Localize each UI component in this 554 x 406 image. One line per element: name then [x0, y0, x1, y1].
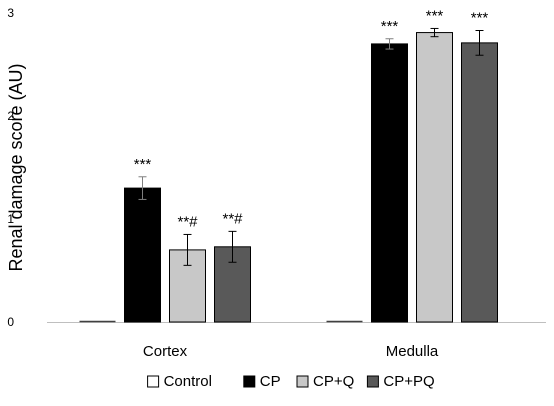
legend-swatch	[366, 375, 379, 388]
y-tick-label: 2	[7, 109, 14, 123]
bar-cp-cortex	[124, 187, 161, 323]
legend-label: Control	[164, 373, 212, 390]
legend-label: CP+Q	[313, 373, 354, 390]
legend-item-cp: CP	[243, 373, 281, 390]
y-tick-label: 1	[7, 212, 14, 226]
legend-item-cp-pq: CP+PQ	[366, 373, 435, 390]
legend-swatch	[296, 375, 309, 388]
significance-label: ***	[426, 7, 444, 24]
significance-label: ***	[471, 10, 489, 27]
significance-label: ***	[134, 156, 152, 173]
legend-swatch	[243, 375, 256, 388]
legend-swatch	[147, 375, 160, 388]
labels: 0 1 2 3 Renal damage score (AU) Cortex Medulla	[6, 6, 439, 360]
y-axis-title: Renal damage score (AU)	[6, 63, 26, 271]
bar-cp-medulla	[371, 43, 408, 323]
category-label-medulla: Medulla	[386, 343, 439, 360]
legend-item-cp-q: CP+Q	[296, 373, 354, 390]
legend-label: CP+PQ	[383, 373, 434, 390]
legend: Control CP CP+Q CP+PQ	[147, 373, 435, 390]
legend-item-control: Control	[147, 373, 212, 390]
category-label-cortex: Cortex	[143, 343, 188, 360]
bar-cp-pq-medulla	[461, 42, 498, 323]
y-tick-label: 3	[7, 6, 14, 20]
significance-label: **#	[177, 213, 198, 230]
y-tick-label: 0	[7, 315, 14, 329]
significance-label: **#	[222, 210, 243, 227]
bars	[79, 27, 498, 323]
legend-label: CP	[260, 373, 281, 390]
significance-label: ***	[381, 18, 399, 35]
annotations: *** **# **# *** *** ***	[134, 7, 489, 230]
bar-cp-q-medulla	[416, 32, 453, 323]
